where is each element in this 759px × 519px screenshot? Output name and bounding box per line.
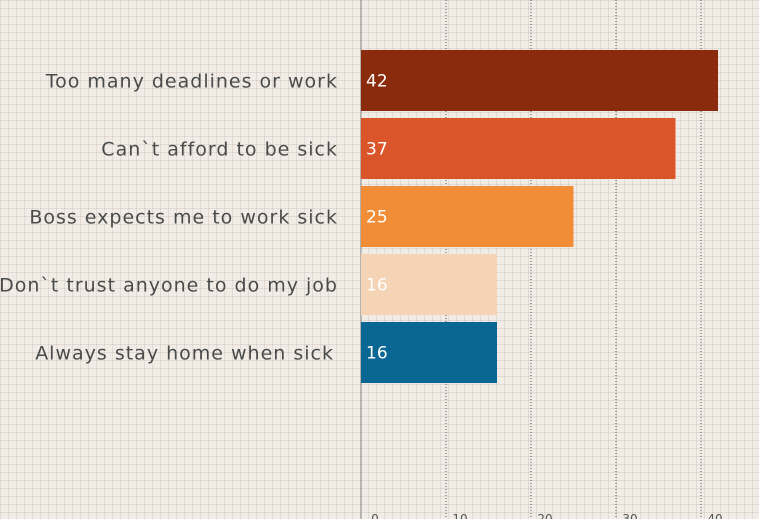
bar-1 (361, 118, 676, 179)
value-label: 42 (366, 72, 388, 92)
category-label: Always stay home when sick (35, 343, 334, 365)
bar-4 (361, 322, 497, 383)
category-label: Don`t trust anyone to do my job (0, 275, 338, 297)
bar-3 (361, 254, 497, 315)
category-label: Too many deadlines or work (45, 71, 338, 93)
value-label: 16 (366, 276, 388, 296)
x-tick-label: 0 (371, 512, 379, 519)
value-label: 25 (366, 208, 388, 228)
x-tick-label: 40 (707, 512, 722, 519)
value-label: 16 (366, 344, 388, 364)
category-label: Can`t afford to be sick (101, 139, 338, 161)
bar-0 (361, 50, 718, 111)
category-label: Boss expects me to work sick (29, 207, 338, 229)
x-tick-label: 30 (622, 512, 637, 519)
x-tick-label: 10 (452, 512, 467, 519)
x-tick-label: 20 (537, 512, 552, 519)
bar-2 (361, 186, 574, 247)
value-label: 37 (366, 140, 388, 160)
